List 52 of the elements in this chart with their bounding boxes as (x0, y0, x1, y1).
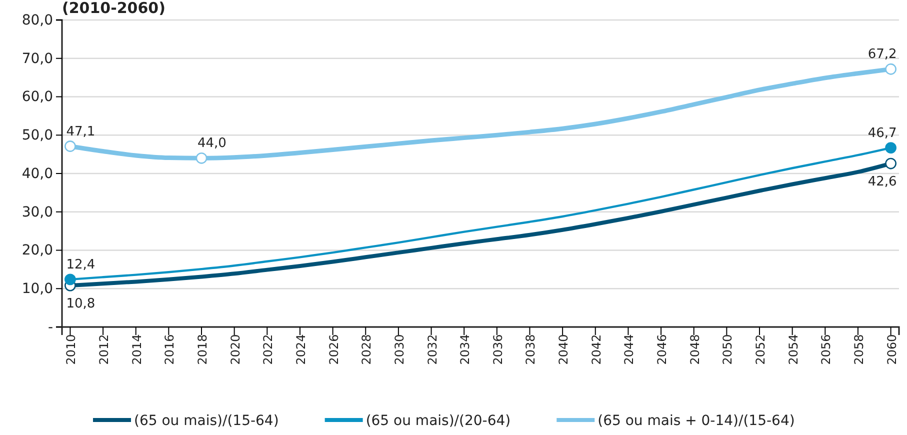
x-tick-label: 2036 (490, 334, 505, 365)
data-label: 46,7 (868, 126, 897, 141)
y-tick-label: 60,0 (22, 89, 53, 106)
x-tick-label: 2028 (360, 334, 374, 365)
data-label: 10,8 (66, 296, 96, 312)
x-tick-label: 2012 (97, 334, 112, 365)
chart-title: (2010-2060) (62, 0, 166, 17)
point (196, 152, 208, 164)
data-label: 47,1 (66, 124, 96, 140)
y-tick-label: 20,0 (22, 242, 53, 259)
x-tick-label: 2034 (458, 334, 472, 365)
x-tick-label: 2040 (556, 334, 571, 365)
x-tick-label: 2048 (688, 334, 702, 365)
x-tick-label: 2032 (425, 334, 440, 365)
y-tick-label: 10,0 (22, 281, 53, 298)
point (885, 142, 896, 154)
data-label: 67,2 (868, 47, 897, 62)
x-tick-label: 2010 (64, 334, 78, 365)
y-tick-label: 30,0 (22, 204, 53, 220)
x-tick-label: 2044 (622, 334, 636, 365)
x-tick-label: 2014 (130, 334, 144, 365)
y-tick-label: 80,0 (22, 12, 53, 28)
x-tick-label: 2026 (326, 334, 341, 365)
data-label: 12,4 (66, 257, 96, 272)
x-tick-label: 2052 (754, 334, 768, 365)
y-tick-label: 50,0 (22, 128, 53, 144)
y-tick-label: 40,0 (22, 166, 53, 182)
data-label: 42,6 (868, 174, 897, 190)
x-tick-label: 2018 (196, 334, 210, 365)
x-tick-label: 2038 (524, 334, 538, 365)
x-tick-label: 2020 (228, 334, 242, 365)
y-tick-label: - (48, 319, 53, 336)
point (64, 140, 76, 152)
x-tick-label: 2030 (392, 334, 406, 365)
x-tick-label: 2050 (720, 334, 735, 365)
point (885, 158, 896, 170)
x-tick-label: 2016 (162, 334, 177, 365)
x-tick-label: 2058 (852, 334, 866, 365)
legend-label: (65 ou mais + 0-14)/(15-64) (598, 413, 795, 429)
x-tick-label: 2060 (884, 334, 899, 365)
x-tick-label: 2046 (655, 334, 670, 365)
point (64, 274, 76, 286)
x-tick-label: 2042 (589, 334, 604, 365)
legend-label: (65 ou mais)/(20-64) (366, 413, 511, 429)
x-tick-label: 2056 (819, 334, 834, 365)
x-tick-label: 2022 (261, 334, 276, 365)
y-tick-label: 70,0 (22, 50, 53, 67)
point (885, 63, 896, 75)
x-tick-label: 2024 (294, 334, 308, 365)
x-tick-label: 2054 (786, 334, 800, 365)
legend-label: (65 ou mais)/(15-64) (134, 413, 279, 429)
data-label: 44,0 (198, 136, 226, 152)
